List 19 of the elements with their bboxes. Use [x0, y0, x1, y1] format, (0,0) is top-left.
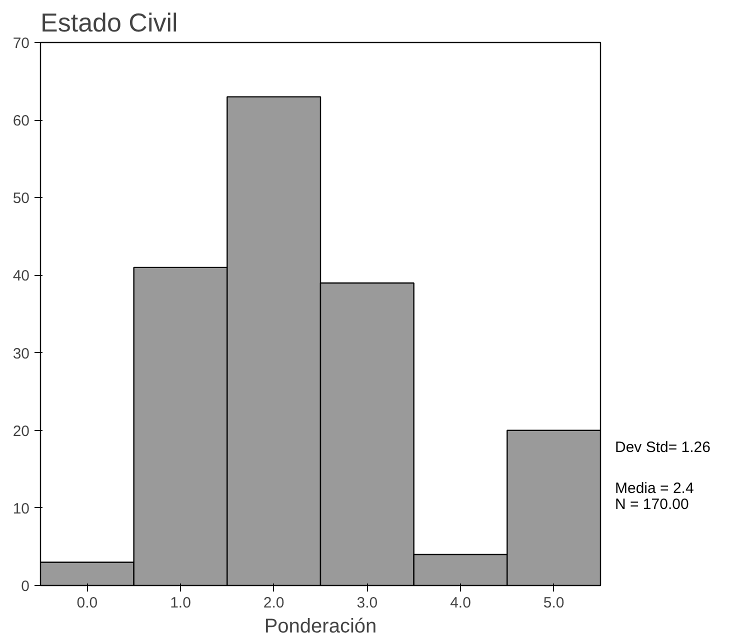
x-tick-label: 0.0 [76, 594, 98, 612]
y-tick-label: 60 [12, 112, 30, 130]
y-tick-label: 0 [21, 578, 30, 595]
x-tick-label: 4.0 [450, 594, 471, 612]
y-tick-label: 10 [12, 500, 30, 518]
x-axis-title: Ponderación [264, 616, 377, 638]
x-tick-label: 3.0 [356, 594, 378, 612]
y-tick-label: 70 [12, 35, 30, 52]
text: Dev Std= 1.26 [615, 439, 710, 456]
chart-title: Estado Civil [40, 8, 178, 38]
y-tick-label: 40 [12, 268, 30, 285]
x-tick-label: 2.0 [263, 594, 284, 612]
y-tick-label: 50 [12, 190, 30, 208]
text: Media = 2.4 [615, 480, 695, 497]
y-tick-label: 30 [12, 345, 30, 362]
x-tick-label: 1.0 [170, 594, 191, 612]
x-tick-label: 5.0 [543, 594, 564, 612]
y-tick-label: 20 [12, 422, 30, 440]
text: N = 170.00 [615, 496, 690, 514]
